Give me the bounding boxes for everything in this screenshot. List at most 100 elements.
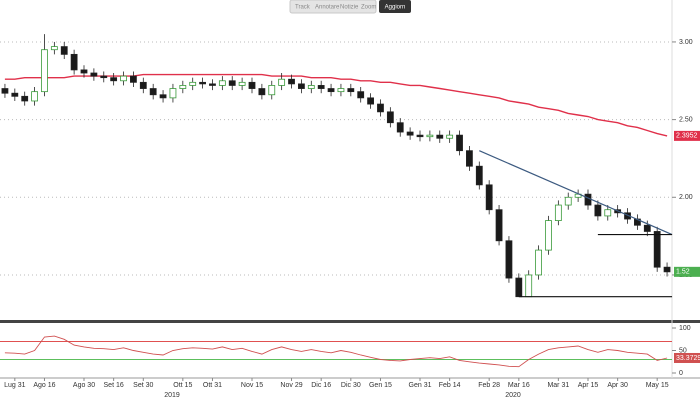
candle-body — [238, 81, 246, 86]
candle-body — [426, 134, 434, 138]
value-box-label: 2.3952 — [676, 133, 698, 140]
rsi-tick-label: 0 — [679, 370, 683, 377]
candle-body — [179, 85, 187, 89]
candle-body — [466, 150, 473, 167]
toolbar-button[interactable]: Annotare — [315, 5, 340, 11]
candle-body — [41, 49, 48, 93]
candle-body — [663, 266, 671, 273]
x-tick-label: Apr 15 — [578, 382, 599, 389]
candle-body — [100, 75, 108, 79]
year-label: 2020 — [505, 392, 521, 399]
candle-body — [554, 204, 562, 221]
x-tick-label: Dic 30 — [341, 382, 361, 389]
candle-body — [139, 81, 147, 89]
value-box-label: 33.3729 — [676, 355, 700, 362]
candle-body — [110, 77, 118, 82]
candle-body — [456, 134, 463, 152]
x-tick-label: Nov 15 — [241, 382, 263, 389]
x-tick-label: Ago 16 — [33, 382, 55, 389]
candle-body — [60, 46, 68, 55]
candle-body — [515, 277, 523, 298]
candle-body — [1, 88, 9, 94]
x-tick-label: Feb 28 — [478, 382, 500, 389]
candle-body — [120, 75, 127, 82]
toolbar-button[interactable]: Zoom — [361, 5, 376, 11]
x-tick-label: Dic 16 — [311, 382, 331, 389]
panel-divider — [0, 320, 700, 323]
refresh-button[interactable] — [379, 0, 411, 13]
x-tick-label: Mar 31 — [547, 382, 569, 389]
toolbar-button[interactable]: Track — [295, 5, 311, 11]
candle-body — [218, 80, 226, 86]
candle-body — [475, 165, 483, 186]
value-box — [674, 266, 700, 277]
trendline — [479, 150, 673, 236]
candle-body — [31, 91, 38, 102]
candle-body — [159, 94, 167, 99]
candle-body — [298, 83, 305, 89]
rsi-line — [4, 335, 668, 368]
candle-body — [525, 274, 533, 298]
candle-body — [248, 81, 256, 89]
candle-body — [653, 231, 661, 268]
x-tick-label: Mar 16 — [508, 382, 530, 389]
candle-body — [21, 95, 29, 102]
candle-body — [535, 249, 542, 276]
candle-body — [228, 80, 236, 86]
candle-body — [278, 78, 286, 86]
candle-body — [130, 75, 137, 83]
x-tick-label: Ott 15 — [173, 382, 192, 389]
candle-body — [149, 88, 157, 96]
candle-body — [347, 88, 355, 93]
candle-body — [436, 134, 444, 139]
x-tick-label: Nov 29 — [280, 382, 302, 389]
candle-body — [416, 134, 424, 138]
x-tick-label: Ago 30 — [73, 382, 95, 389]
candle-body — [604, 209, 612, 217]
candle-body — [317, 85, 325, 89]
toolbar-button[interactable]: Notizie — [340, 5, 359, 11]
candle-body — [90, 72, 98, 77]
x-tick-label: Gen 15 — [369, 382, 392, 389]
toolbar-box — [289, 0, 377, 14]
value-box — [674, 130, 700, 141]
candle-body — [288, 78, 295, 85]
candle-body — [584, 193, 592, 206]
x-tick-label: May 15 — [646, 382, 669, 389]
y-tick-label: 2.00 — [679, 194, 693, 201]
candle-body — [446, 134, 454, 139]
candle-body — [564, 196, 572, 206]
candle-body — [80, 69, 88, 74]
x-tick-label: Gen 31 — [409, 382, 432, 389]
candle-body — [337, 88, 345, 93]
x-tick-label: Set 30 — [133, 382, 153, 389]
candle-body — [357, 91, 365, 99]
candle-body — [70, 53, 78, 71]
y-tick-label: 2.50 — [679, 116, 693, 123]
candle-body — [377, 103, 384, 113]
candle-body — [169, 88, 177, 99]
candle-body — [406, 131, 414, 136]
y-tick-label: 3.00 — [679, 39, 693, 46]
refresh-label[interactable]: Aggiorn — [385, 5, 406, 11]
candle-body — [505, 240, 513, 279]
candle-body — [209, 83, 216, 86]
moving-average — [4, 73, 668, 137]
year-label: 2019 — [164, 392, 180, 399]
toolbar: Track Annotare Notizie Zoom Aggiorn — [289, 0, 411, 14]
candle-body — [327, 88, 335, 93]
candle-body — [307, 85, 315, 89]
candle-body — [594, 204, 602, 217]
candle-body — [643, 224, 651, 232]
x-tick-label: Ott 31 — [203, 382, 222, 389]
candle-body — [268, 85, 276, 96]
candle-body — [485, 184, 493, 211]
candle-body — [50, 46, 58, 51]
candle-body — [396, 122, 404, 133]
candle-body — [199, 81, 206, 85]
value-box — [674, 352, 700, 363]
rsi-tick-label: 50 — [679, 347, 687, 354]
value-box-label: 1.52 — [676, 269, 690, 276]
candle-body — [386, 111, 394, 124]
